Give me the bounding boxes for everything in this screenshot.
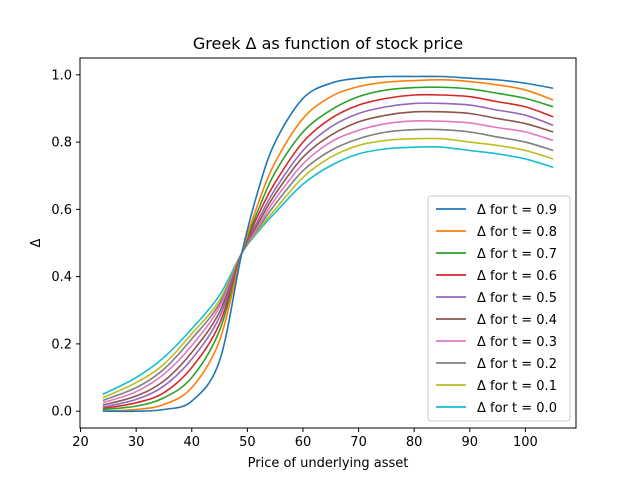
x-tick-label: 100 xyxy=(513,435,538,450)
legend-label: Δ for t = 0.0 xyxy=(477,401,557,416)
legend-label: Δ for t = 0.5 xyxy=(477,291,557,306)
plot-frame xyxy=(79,57,577,429)
legend-label: Δ for t = 0.3 xyxy=(477,335,557,350)
series-line xyxy=(102,86,554,411)
y-tick-label: 0.0 xyxy=(51,405,72,420)
series-line xyxy=(102,119,554,404)
x-tick-label: 50 xyxy=(239,435,256,450)
series-line xyxy=(102,146,554,396)
chart-title: Greek Δ as function of stock price xyxy=(193,34,463,53)
legend-label: Δ for t = 0.2 xyxy=(477,357,557,372)
legend-label: Δ for t = 0.7 xyxy=(477,247,557,262)
series-layer xyxy=(102,75,554,413)
series-line xyxy=(102,110,554,406)
y-tick-label: 0.8 xyxy=(51,136,72,151)
legend-label: Δ for t = 0.1 xyxy=(477,379,557,394)
y-axis-label: Δ xyxy=(29,238,44,247)
x-tick-label: 60 xyxy=(295,435,312,450)
y-tick-label: 0.6 xyxy=(51,203,72,218)
legend-label: Δ for t = 0.4 xyxy=(477,313,557,328)
legend-label: Δ for t = 0.6 xyxy=(477,269,557,284)
y-axis: 0.0 0.2 0.4 0.6 0.8 1.0 xyxy=(51,68,80,420)
legend: Δ for t = 0.9 Δ for t = 0.8 Δ for t = 0.7 Δ… xyxy=(427,195,571,422)
y-tick-label: 0.4 xyxy=(51,270,72,285)
legend-label: Δ for t = 0.9 xyxy=(477,203,557,218)
series-line xyxy=(102,93,554,410)
legend-label: Δ for t = 0.8 xyxy=(477,225,557,240)
series-line xyxy=(102,79,554,412)
x-axis: 20 30 40 50 60 70 80 90 100 xyxy=(72,428,538,450)
y-tick-label: 0.2 xyxy=(51,337,72,352)
x-tick-label: 40 xyxy=(183,435,200,450)
legend-items: Δ for t = 0.9 Δ for t = 0.8 Δ for t = 0.7 Δ… xyxy=(436,203,557,416)
series-line xyxy=(102,128,554,402)
x-tick-label: 70 xyxy=(350,435,367,450)
x-tick-label: 20 xyxy=(72,435,89,450)
series-line xyxy=(102,137,554,399)
x-tick-label: 80 xyxy=(406,435,423,450)
x-axis-label: Price of underlying asset xyxy=(248,456,409,471)
y-tick-label: 1.0 xyxy=(51,68,72,83)
x-tick-label: 30 xyxy=(128,435,145,450)
series-line xyxy=(102,102,554,408)
series-line xyxy=(102,75,554,413)
x-tick-label: 90 xyxy=(462,435,479,450)
